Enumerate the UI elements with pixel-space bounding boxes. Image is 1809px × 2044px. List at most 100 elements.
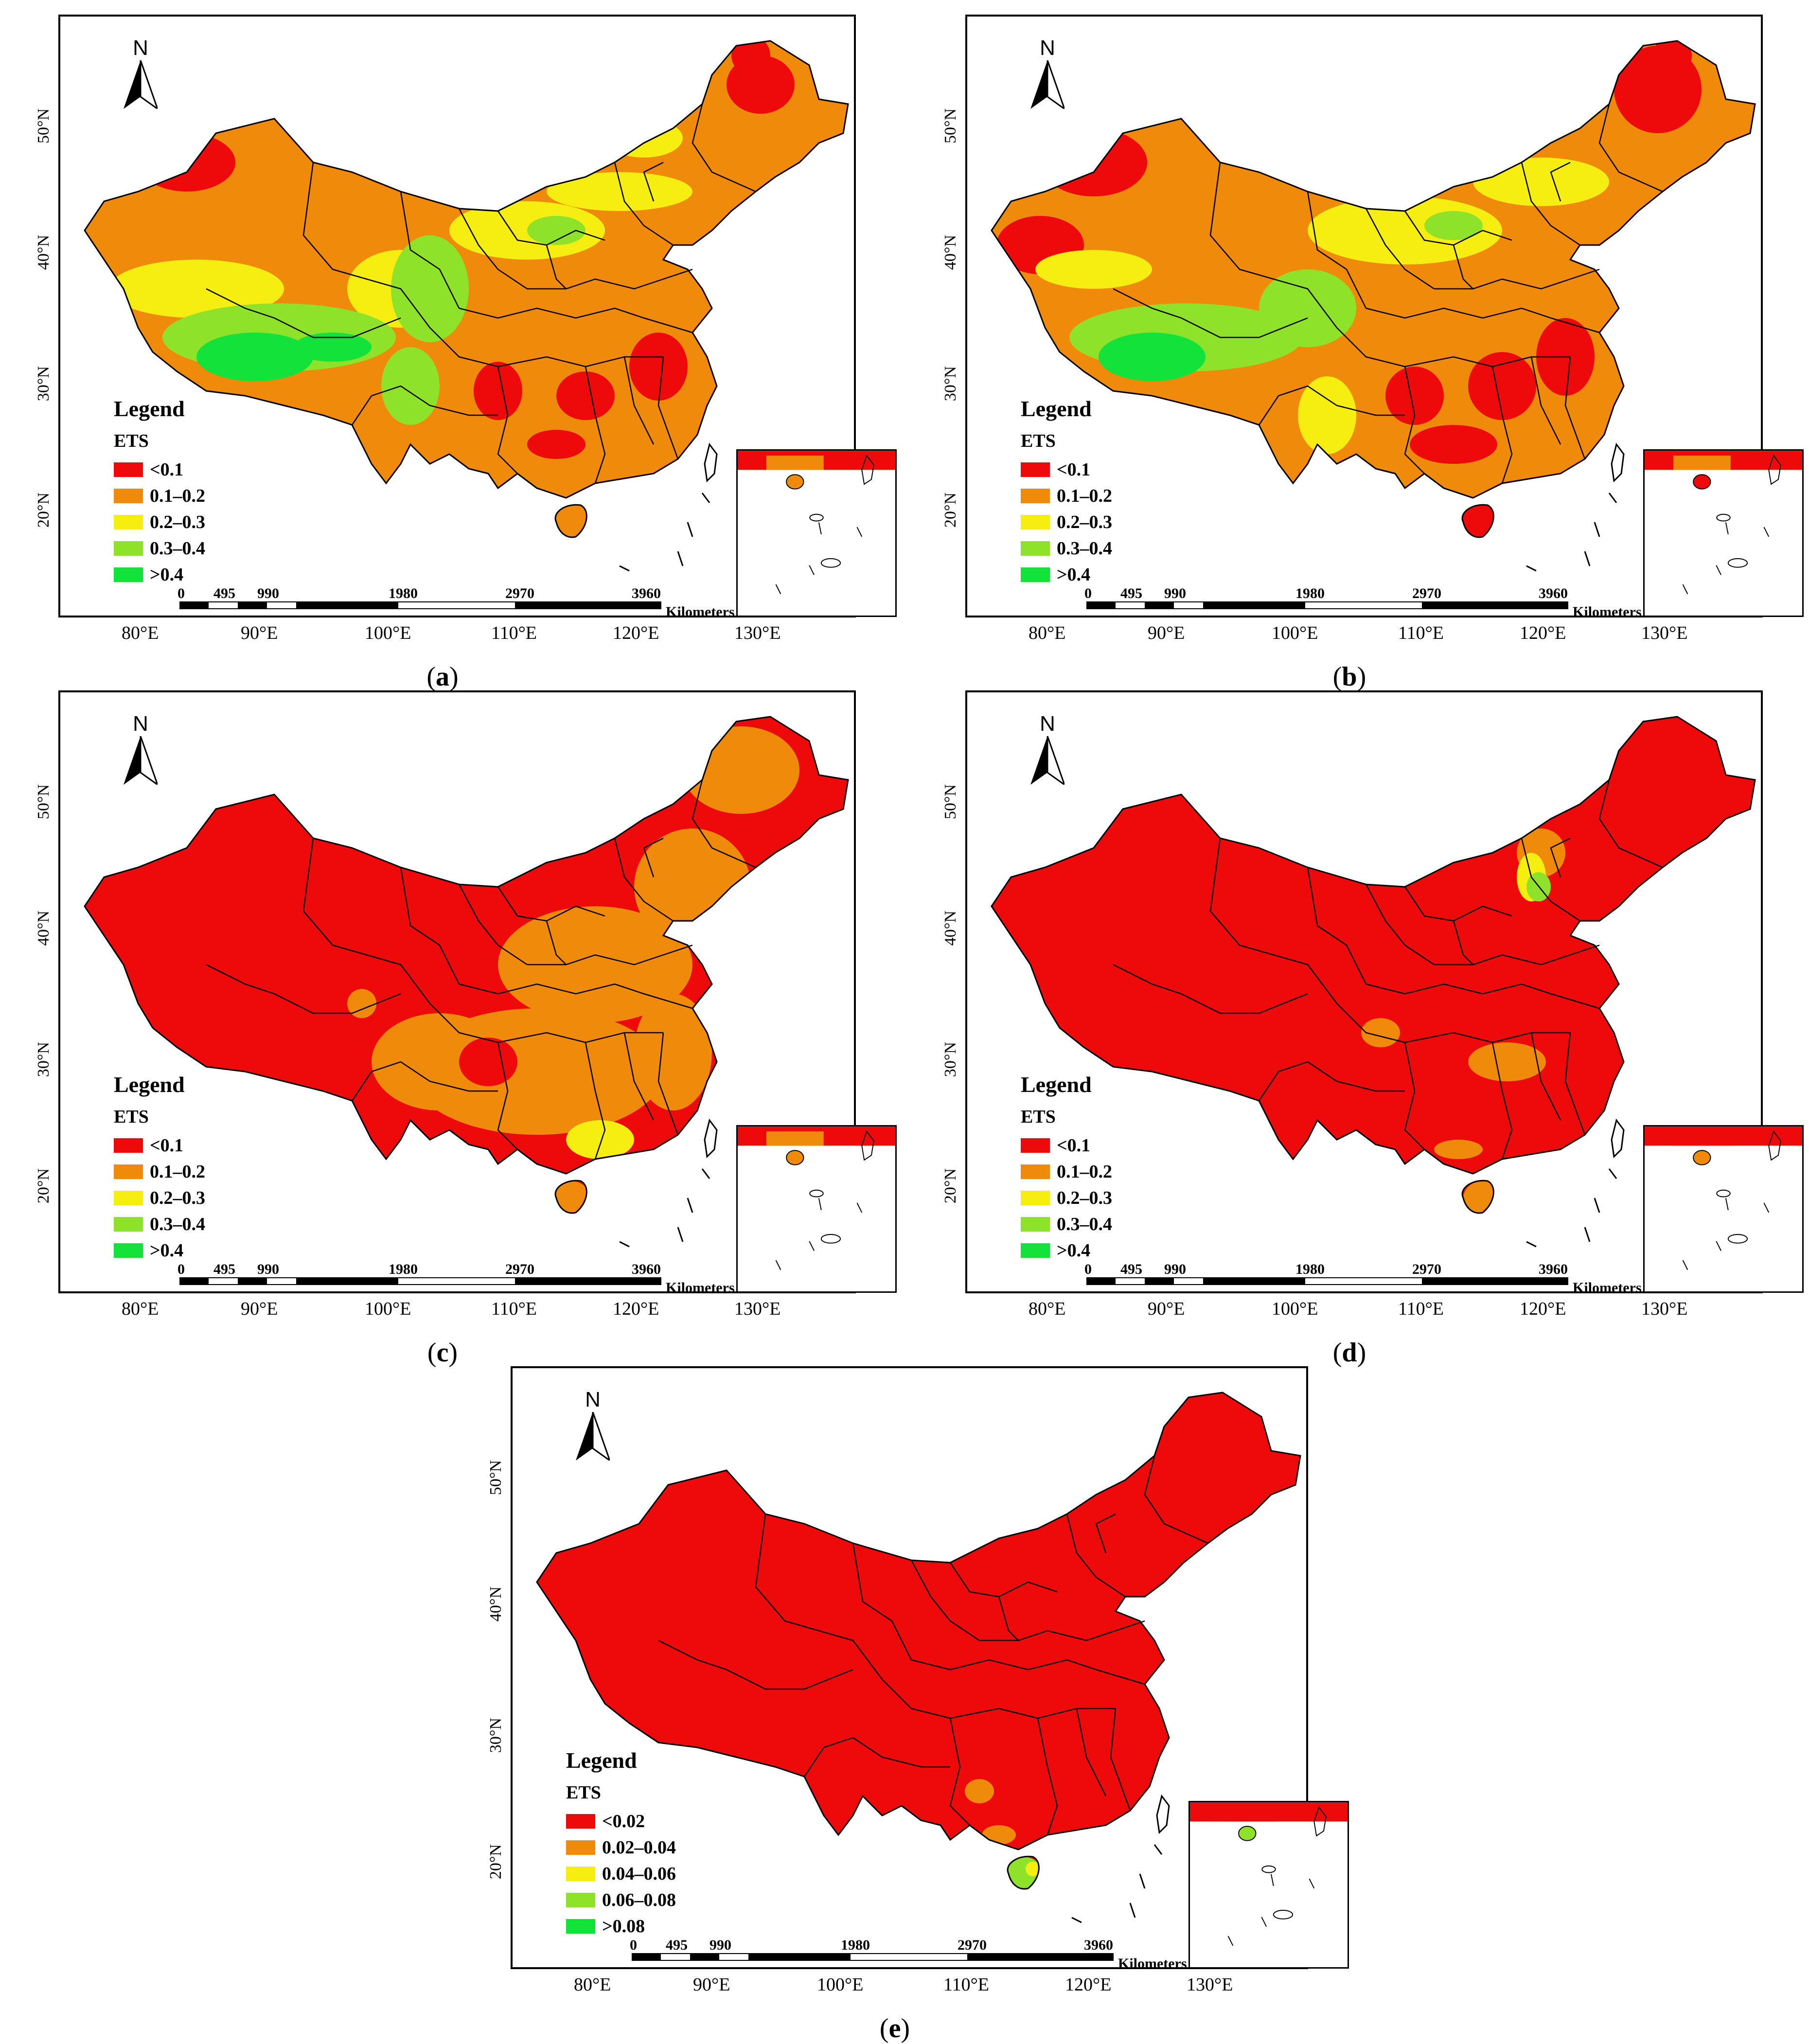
scale-bar-graphic	[179, 601, 661, 609]
boundary-dash	[1608, 493, 1617, 503]
scale-tick: 1980	[1295, 1261, 1325, 1277]
legend-swatch	[1021, 1164, 1050, 1179]
province-border	[1076, 1708, 1107, 1797]
legend-swatch	[566, 1840, 595, 1855]
legend-label: >0.4	[1057, 1240, 1091, 1261]
legend-item: 0.1–0.2	[1021, 1159, 1112, 1185]
legend-title: Legend	[1021, 396, 1092, 421]
boundary-dash	[1594, 522, 1600, 537]
legend-variable: ETS	[1021, 431, 1056, 451]
legend-label: 0.3–0.4	[1057, 1214, 1112, 1234]
ets-region-class4	[527, 216, 585, 245]
north-arrow: N	[124, 712, 159, 787]
map-frame: N Legend ETS <0.1 0.1–0.2 0.2–0.3 0.3–0.4 >0.4 0…	[58, 15, 897, 620]
country-outline	[991, 40, 1756, 499]
province-border	[527, 944, 693, 966]
legend-swatch	[114, 567, 143, 582]
province-border	[1110, 1708, 1131, 1811]
province-border	[1209, 838, 1337, 1004]
lat-label: 40°N	[487, 1586, 505, 1622]
lat-label: 50°N	[941, 108, 959, 144]
legend-label: <0.1	[150, 1135, 184, 1156]
province-border	[949, 1718, 970, 1826]
taiwan-outline	[704, 1118, 718, 1159]
province-border	[1365, 884, 1435, 966]
panel-caption: (d)	[1332, 1338, 1366, 1368]
legend-item: 0.1–0.2	[114, 1159, 205, 1185]
lat-label: 40°N	[941, 910, 959, 946]
lon-label: 100°E	[365, 1299, 411, 1319]
province-border	[726, 1669, 853, 1690]
legend-item: 0.3–0.4	[1021, 1211, 1112, 1237]
province-border	[1434, 268, 1600, 290]
hainan-outline	[1461, 1180, 1494, 1214]
map-panel-a: 50°N 40°N 30°N 20°N N Legend ETS <0.1 0.1–0.2 0.2…	[24, 15, 897, 692]
ets-region-class2	[965, 1779, 994, 1803]
lon-label: 100°E	[817, 1974, 864, 1995]
boundary-dash	[1608, 1168, 1617, 1179]
legend-item: >0.4	[114, 1237, 205, 1264]
province-border	[658, 1639, 727, 1671]
province-border	[1453, 920, 1473, 965]
boundary-dash	[677, 551, 684, 566]
scale-tick: 990	[1164, 585, 1186, 601]
lon-label: 130°E	[734, 623, 781, 643]
lon-label: 130°E	[1187, 1974, 1233, 1995]
province-border	[458, 208, 528, 290]
scale-bar-graphic	[1086, 1277, 1568, 1285]
province-border	[1564, 356, 1586, 459]
legend-label: 0.1–0.2	[150, 1162, 205, 1182]
panel-caption: (a)	[426, 662, 459, 692]
province-border	[998, 1596, 1019, 1641]
lat-label: 20°N	[35, 492, 53, 528]
boundary-dash	[1129, 1903, 1136, 1918]
legend-swatch	[114, 1191, 143, 1205]
scale-tick: 2970	[505, 585, 534, 601]
legend-swatch	[114, 1164, 143, 1179]
legend-variable: ETS	[114, 431, 149, 451]
scale-tick: 495	[1120, 585, 1142, 601]
province-border	[1307, 867, 1367, 985]
taiwan-outline	[1156, 1794, 1170, 1834]
province-border	[459, 307, 693, 334]
province-border	[497, 1042, 518, 1150]
province-border	[911, 1659, 1145, 1685]
ets-region-class1	[138, 133, 235, 192]
ets-region-class3	[1026, 1862, 1040, 1876]
legend-title: Legend	[114, 396, 185, 421]
legend-swatch	[114, 1217, 143, 1232]
scale-tick: 990	[1164, 1261, 1186, 1277]
ets-region-class1	[1653, 41, 1692, 75]
province-border	[692, 779, 756, 868]
lat-label: 40°N	[35, 910, 53, 946]
province-border	[274, 993, 401, 1014]
ets-region-class1	[474, 362, 522, 420]
lat-label: 50°N	[487, 1460, 505, 1496]
province-border	[546, 245, 567, 289]
lon-label: 100°E	[1272, 1299, 1318, 1319]
hainan-outline	[554, 1180, 587, 1214]
north-letter: N	[133, 36, 148, 60]
legend-label: 0.2–0.3	[150, 1188, 205, 1208]
lon-label: 90°E	[1148, 1299, 1185, 1319]
province-border	[1491, 1042, 1513, 1160]
legend-swatch	[566, 1919, 595, 1934]
hainan-outline	[554, 504, 587, 538]
lon-label: 90°E	[241, 1299, 278, 1319]
legend-item: 0.3–0.4	[114, 535, 205, 562]
legend-swatch	[114, 541, 143, 556]
ets-region-class2	[372, 1013, 508, 1110]
panel-caption: (b)	[1332, 662, 1366, 692]
legend-swatch	[1021, 515, 1050, 529]
ets-region-class4	[1259, 269, 1356, 347]
scale-tick: 990	[257, 1261, 279, 1277]
legend-label: <0.02	[602, 1811, 645, 1832]
scale-tick: 2970	[505, 1261, 534, 1277]
legend-item: 0.3–0.4	[1021, 535, 1112, 562]
lon-label: 90°E	[693, 1974, 730, 1995]
legend-item: 0.1–0.2	[1021, 483, 1112, 509]
ets-region-class2	[683, 726, 799, 814]
province-border	[1113, 288, 1182, 319]
scale-unit: Kilometers	[666, 1280, 735, 1296]
legend-item: <0.02	[566, 1808, 676, 1834]
